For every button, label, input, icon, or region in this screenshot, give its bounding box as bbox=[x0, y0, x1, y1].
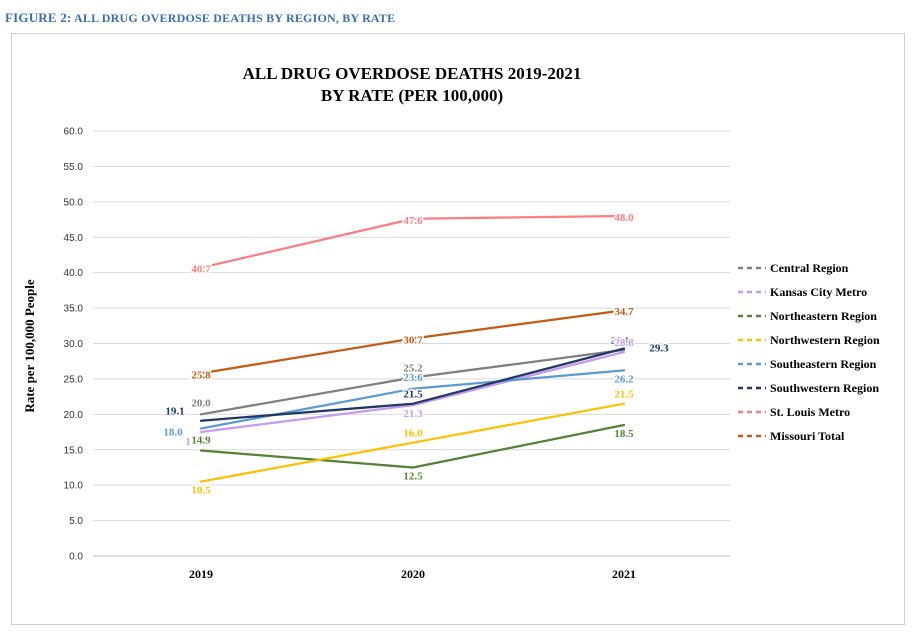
data-label: 18.0 bbox=[163, 427, 183, 439]
series-northeastern-region bbox=[199, 423, 626, 469]
data-label: 34.7 bbox=[614, 306, 634, 318]
legend-label: Kansas City Metro bbox=[770, 285, 867, 299]
data-label: 18.5 bbox=[614, 428, 634, 440]
data-label: 40.7 bbox=[191, 264, 211, 276]
series-st-louis-metro bbox=[199, 214, 626, 269]
legend-label: St. Louis Metro bbox=[770, 405, 850, 419]
legend-item: Southeastern Region bbox=[738, 357, 877, 371]
y-tick-label: 50.0 bbox=[64, 197, 84, 208]
data-label: 28.8 bbox=[614, 337, 634, 349]
series-line bbox=[199, 214, 626, 269]
y-tick-label: 15.0 bbox=[64, 445, 84, 456]
data-label: 12.5 bbox=[403, 470, 423, 482]
x-tick-label: 2019 bbox=[189, 567, 213, 581]
legend-label: Central Region bbox=[770, 261, 849, 275]
series-kansas-city-metro bbox=[199, 350, 626, 434]
series-central-region bbox=[199, 348, 626, 416]
data-label: 30.7 bbox=[403, 335, 423, 347]
series-northwestern-region bbox=[199, 402, 626, 483]
data-label: 26.2 bbox=[614, 373, 634, 385]
x-tick-label: 2021 bbox=[612, 567, 636, 581]
data-label: 47.6 bbox=[403, 215, 423, 227]
legend-label: Northwestern Region bbox=[770, 333, 880, 347]
x-axis-ticks: 2019 2020 2021 bbox=[189, 567, 636, 581]
series-southwestern-region bbox=[199, 347, 626, 422]
y-tick-label: 35.0 bbox=[64, 304, 84, 315]
series-line bbox=[199, 347, 626, 422]
data-label: 25.8 bbox=[191, 369, 211, 381]
y-tick-label: 5.0 bbox=[69, 516, 83, 527]
legend-label: Northeastern Region bbox=[770, 309, 877, 323]
series-lines bbox=[199, 214, 626, 483]
legend: Central Region Kansas City Metro Northeast… bbox=[738, 261, 880, 443]
chart-title: ALL DRUG OVERDOSE DEATHS 2019-2021 bbox=[243, 64, 582, 83]
data-label: 19.1 bbox=[165, 406, 184, 418]
data-label: 16.0 bbox=[403, 428, 423, 440]
data-label: 21.5 bbox=[403, 389, 423, 401]
y-tick-label: 0.0 bbox=[69, 552, 83, 563]
y-tick-label: 10.0 bbox=[64, 481, 84, 492]
figure-caption-title: ALL DRUG OVERDOSE DEATHS BY REGION, BY R… bbox=[74, 11, 396, 25]
legend-item: Northwestern Region bbox=[738, 333, 880, 347]
series-line bbox=[199, 423, 626, 469]
series-line bbox=[199, 402, 626, 483]
series-line bbox=[199, 309, 626, 375]
figure-caption: FIGURE 2: ALL DRUG OVERDOSE DEATHS BY RE… bbox=[5, 10, 395, 26]
y-tick-label: 30.0 bbox=[64, 339, 84, 350]
data-labels: 20.0 25.2 29.1 17.5 21.3 28.8 14.9 12.5 18.5 10.5… bbox=[162, 211, 671, 499]
legend-item: Northeastern Region bbox=[738, 309, 877, 323]
y-axis-ticks: 0.0 5.0 10.0 15.0 20.0 25.0 30.0 35.0 40.0 45.0 50… bbox=[64, 127, 84, 563]
gridlines bbox=[93, 130, 730, 557]
y-tick-label: 40.0 bbox=[64, 268, 84, 279]
legend-label: Southeastern Region bbox=[770, 357, 877, 371]
x-tick-label: 2020 bbox=[401, 567, 425, 581]
legend-label: Missouri Total bbox=[770, 429, 845, 443]
series-missouri-total bbox=[199, 309, 626, 375]
y-tick-label: 45.0 bbox=[64, 233, 84, 244]
data-label: 21.3 bbox=[403, 408, 423, 420]
legend-label: Southwestern Region bbox=[770, 381, 879, 395]
series-line bbox=[199, 350, 626, 434]
series-line bbox=[199, 348, 626, 416]
y-axis-label: Rate per 100,000 People bbox=[22, 279, 37, 413]
chart-subtitle: BY RATE (PER 100,000) bbox=[321, 86, 503, 105]
figure-caption-number: FIGURE 2: bbox=[5, 10, 72, 25]
y-tick-label: 55.0 bbox=[64, 162, 84, 173]
legend-item: St. Louis Metro bbox=[738, 405, 850, 419]
data-label: 25.2 bbox=[403, 363, 423, 375]
y-tick-label: 25.0 bbox=[64, 374, 84, 385]
data-label: 21.5 bbox=[614, 389, 634, 401]
data-label: 14.9 bbox=[191, 434, 211, 446]
data-label: 20.0 bbox=[191, 397, 211, 409]
data-label: 29.1 bbox=[610, 335, 629, 347]
data-label: 48.0 bbox=[614, 212, 634, 224]
y-tick-label: 60.0 bbox=[64, 127, 84, 138]
legend-item: Kansas City Metro bbox=[738, 285, 867, 299]
data-label: 10.5 bbox=[191, 485, 211, 497]
data-label: 23.6 bbox=[403, 372, 423, 384]
y-tick-label: 20.0 bbox=[64, 410, 84, 421]
line-chart: ALL DRUG OVERDOSE DEATHS 2019-2021 BY RA… bbox=[22, 64, 880, 581]
chart-frame: ALL DRUG OVERDOSE DEATHS 2019-2021 BY RA… bbox=[11, 33, 905, 625]
data-label: 17.5 bbox=[185, 436, 205, 448]
legend-item: Southwestern Region bbox=[738, 381, 879, 395]
data-label: 29.3 bbox=[649, 342, 669, 354]
legend-item: Missouri Total bbox=[738, 429, 845, 443]
legend-item: Central Region bbox=[738, 261, 849, 275]
